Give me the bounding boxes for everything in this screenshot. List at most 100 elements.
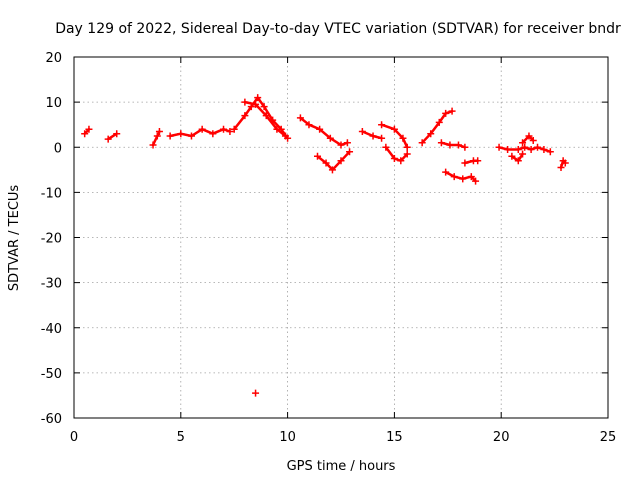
series-arc-6: [241, 98, 289, 140]
series-arc-10: [378, 121, 411, 151]
data-point: [328, 166, 336, 174]
series-line: [510, 152, 524, 163]
data-point: [378, 121, 386, 129]
data-point: [397, 157, 405, 165]
series-line: [440, 141, 467, 149]
series-arc-2: [104, 130, 121, 143]
y-tick-label: -50: [41, 367, 62, 382]
data-point: [326, 134, 334, 142]
data-point: [435, 118, 443, 126]
y-tick-label: 0: [54, 141, 62, 156]
y-tick-label: -10: [41, 186, 62, 201]
data-point: [399, 134, 407, 142]
data-point: [450, 173, 458, 181]
data-point: [504, 146, 512, 154]
data-point: [525, 132, 533, 140]
data-point: [534, 143, 542, 151]
data-point: [467, 173, 475, 181]
data-point: [296, 114, 304, 122]
series-arc-18: [519, 132, 537, 147]
axis-ticks: [73, 56, 609, 419]
series-arc-13: [437, 139, 469, 151]
series-arc-8: [314, 148, 354, 174]
data-point: [514, 146, 522, 154]
data-point: [472, 177, 480, 185]
data-point: [322, 159, 330, 167]
data-point: [230, 125, 238, 133]
series-isolated-point: [252, 389, 260, 397]
x-axis-label: GPS time / hours: [287, 459, 396, 474]
x-tick-label: 5: [177, 430, 185, 445]
y-tick-label: -20: [41, 232, 62, 247]
data-point: [314, 152, 322, 160]
series-line: [316, 150, 351, 172]
chart-title: Day 129 of 2022, Sidereal Day-to-day VTE…: [55, 21, 621, 37]
data-point: [437, 139, 445, 147]
data-point: [273, 125, 281, 133]
data-point: [252, 389, 260, 397]
series-line: [151, 130, 161, 147]
data-point: [113, 130, 121, 138]
data-point: [343, 139, 351, 147]
data-point: [461, 159, 469, 167]
data-point: [561, 159, 569, 167]
data-point: [337, 141, 345, 149]
x-tick-label: 10: [279, 430, 296, 445]
series-line: [299, 116, 349, 147]
data-point: [448, 107, 456, 115]
data-point: [305, 121, 313, 129]
grid-lines: [74, 57, 608, 418]
y-tick-labels: 20 10 0 -10 -20 -30 -40 -50 -60: [41, 51, 62, 427]
data-point: [226, 127, 234, 135]
y-tick-label: 10: [45, 96, 62, 111]
data-series: [81, 94, 569, 397]
data-point: [527, 146, 535, 154]
x-tick-labels: 0 5 10 15 20 25: [70, 430, 616, 445]
y-tick-label: -60: [41, 412, 62, 427]
series-line: [420, 109, 454, 144]
data-point: [155, 127, 163, 135]
data-point: [459, 175, 467, 183]
data-point: [254, 94, 262, 102]
data-point: [358, 127, 366, 135]
data-point: [495, 143, 503, 151]
data-point: [104, 135, 112, 143]
data-point: [241, 98, 249, 106]
data-point: [166, 132, 174, 140]
data-point: [519, 139, 527, 147]
series-arc-7: [296, 114, 351, 149]
data-point: [390, 125, 398, 133]
data-point: [446, 141, 454, 149]
data-point: [521, 143, 529, 151]
data-point: [187, 132, 195, 140]
series-line: [521, 134, 535, 144]
x-tick-label: 25: [600, 430, 617, 445]
data-point: [153, 132, 161, 140]
data-point: [418, 139, 426, 147]
data-point: [442, 168, 450, 176]
x-tick-label: 20: [493, 430, 510, 445]
series-line: [384, 146, 409, 163]
series-arc-16: [495, 143, 554, 156]
data-point: [474, 157, 482, 165]
data-point: [403, 143, 411, 151]
data-point: [262, 112, 270, 120]
data-point: [241, 112, 249, 120]
data-point: [508, 152, 516, 160]
data-point: [177, 130, 185, 138]
data-point: [378, 134, 386, 142]
data-point: [427, 130, 435, 138]
series-line: [232, 96, 289, 140]
series-line: [168, 127, 232, 138]
series-arc-17: [508, 150, 527, 165]
data-point: [514, 157, 522, 165]
series-arc-4: [166, 125, 234, 140]
data-point: [281, 132, 289, 140]
series-arc-15: [461, 157, 482, 167]
data-point: [403, 150, 411, 158]
data-point: [519, 150, 527, 158]
y-tick-label: 20: [45, 51, 62, 66]
series-line: [361, 130, 383, 140]
